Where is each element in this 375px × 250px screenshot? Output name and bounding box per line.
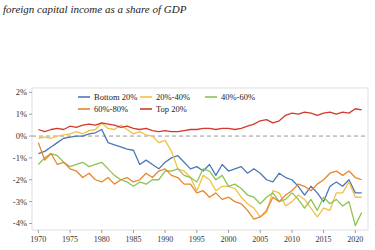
legend-swatch <box>140 96 152 98</box>
title: foreign capital income as a share of GDP <box>3 3 187 15</box>
chart: foreign capital income as a share of GDP… <box>0 0 375 250</box>
y-tick-label: -3% <box>13 197 27 207</box>
y-tick-label: 0% <box>16 131 27 141</box>
y-tick-label: 2% <box>16 87 27 97</box>
legend-swatch <box>205 96 217 98</box>
x-tick <box>101 230 102 233</box>
series-line <box>38 109 361 132</box>
x-tick-label: 1980 <box>94 235 110 244</box>
x-tick <box>323 230 324 233</box>
x-tick <box>355 230 356 233</box>
y-tick-label: -1% <box>13 153 27 163</box>
x-tick-label: 2000 <box>221 235 237 244</box>
x-tick-label: 1995 <box>189 235 205 244</box>
y-tick <box>29 157 32 158</box>
x-tick-label: 2020 <box>347 235 363 244</box>
y-tick <box>29 92 32 93</box>
x-tick <box>38 230 39 233</box>
legend-swatch <box>78 96 90 98</box>
legend-swatch <box>140 108 152 110</box>
y-tick-label: -4% <box>13 218 27 228</box>
y-tick <box>29 136 32 137</box>
x-tick-label: 1975 <box>62 235 78 244</box>
x-tick-label: 1970 <box>30 235 46 244</box>
y-tick <box>29 114 32 115</box>
y-tick-label: 1% <box>16 109 27 119</box>
series-line <box>38 154 361 226</box>
legend-label: 60%-80% <box>94 104 128 114</box>
x-tick-label: 1990 <box>157 235 173 244</box>
y-tick <box>29 179 32 180</box>
series-line <box>38 143 361 219</box>
y-tick <box>29 201 32 202</box>
x-tick-label: 2005 <box>252 235 268 244</box>
x-tick <box>196 230 197 233</box>
x-tick-label: 2010 <box>284 235 300 244</box>
x-tick-label: 2015 <box>316 235 332 244</box>
y-tick <box>29 223 32 224</box>
x-tick <box>165 230 166 233</box>
x-tick <box>133 230 134 233</box>
legend-label: Bottom 20% <box>94 92 137 102</box>
plot-frame <box>32 88 368 230</box>
legend-label: 40%-60% <box>221 92 255 102</box>
legend-label: 20%-40% <box>156 92 190 102</box>
x-tick <box>228 230 229 233</box>
x-tick <box>70 230 71 233</box>
x-tick <box>291 230 292 233</box>
legend-label: Top 20% <box>156 104 187 114</box>
x-tick-label: 1985 <box>125 235 141 244</box>
plot-area <box>38 109 361 226</box>
x-tick <box>260 230 261 233</box>
y-tick-label: -2% <box>13 175 27 185</box>
legend-swatch <box>78 108 90 110</box>
